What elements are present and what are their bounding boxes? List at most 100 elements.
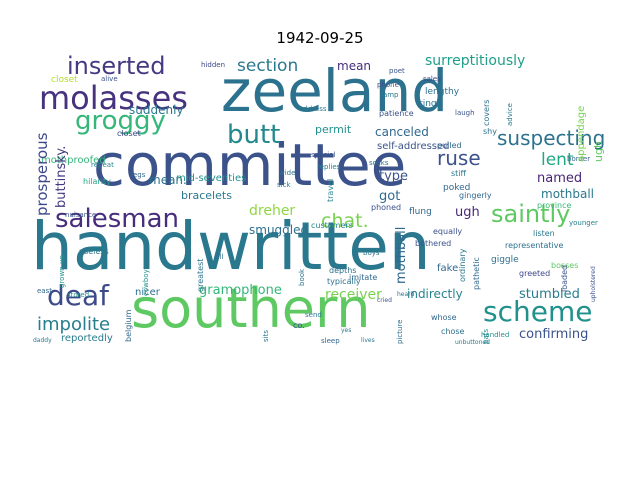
word-heard: heard [397, 291, 415, 298]
word-belgium: belgium [124, 309, 133, 342]
word-dreher: dreher [249, 203, 296, 219]
word-phoned: phoned [371, 203, 402, 212]
word-committee: committee [93, 131, 407, 199]
word-picture: picture [396, 319, 404, 344]
word-receiver: receiver [325, 287, 382, 303]
word-lengthy: lengthy [425, 87, 460, 97]
word-self-addressed: mid-seventies [176, 173, 247, 184]
word-wide: wide [279, 169, 296, 177]
word-canceled: canceled [375, 125, 429, 139]
word-indirectly: indirectly [407, 287, 463, 301]
word-shy: shy [483, 127, 497, 136]
word-replies: replies [317, 163, 341, 171]
word-mothproofed: appendage [576, 105, 587, 162]
word-ruse: ruse [437, 146, 481, 170]
word-pathetic: pathetic [472, 257, 481, 290]
word-sales: sales [423, 75, 441, 83]
word-travel: travel [326, 178, 335, 202]
word-enclosed: reportedly [61, 333, 113, 344]
word-rings: poked [443, 183, 471, 193]
word-closet: closet [117, 129, 141, 138]
word-nicer: rings [419, 99, 442, 109]
word-repeat: repeat [91, 161, 114, 169]
word-phone: phone [377, 81, 399, 89]
word-handled: handled [481, 331, 510, 339]
word-special: special [311, 151, 336, 159]
word-creative: bracelets [181, 189, 232, 202]
word-pats: poet [389, 67, 405, 75]
word-butt: butt [227, 120, 281, 150]
word-lamp: lamp [381, 91, 399, 99]
word-greatest: greatest [196, 258, 205, 292]
word-gingerly: province [537, 201, 572, 210]
word-molasses: molasses [39, 79, 188, 117]
word-advice: unbuttoned [455, 339, 490, 346]
word-ugh: ugh [455, 205, 480, 220]
word-customers: depths [329, 266, 357, 275]
word-boys: boys [363, 249, 380, 257]
word-east: east [37, 287, 52, 295]
word-covers: covers [482, 99, 491, 126]
word-zeeland: zeeland [221, 57, 449, 125]
word-yes: yes [341, 327, 352, 334]
word-type: type [379, 169, 409, 184]
word-fake: fake [437, 263, 459, 274]
word-laugh: laugh [455, 109, 475, 117]
word-smuggled: smuggled [249, 223, 309, 237]
word-buttinsky: buttinsky. [54, 145, 69, 208]
word-bosses: representative [505, 241, 564, 250]
word-section: section [237, 56, 299, 76]
word-impolite: impolite [37, 314, 111, 335]
word-patience: patience [379, 109, 414, 118]
word-scheme: scheme [483, 295, 593, 328]
word-permit: mean [337, 59, 372, 73]
word-upholstered: upholstered [590, 266, 597, 302]
word-ordinary: ordinary [458, 248, 467, 282]
word-brother: typically [327, 277, 361, 286]
word-nuisance: nuisance [65, 211, 97, 219]
word-confirming: confirming [519, 327, 589, 342]
word-appendage: ugh [592, 141, 605, 162]
word-chat: chat. [321, 210, 369, 232]
word-salesman: salesman [55, 204, 179, 234]
word-got: got [379, 189, 401, 204]
word-suspecting: suspecting [497, 126, 606, 150]
word-giggle: self-addressed [377, 141, 450, 152]
word-bracelets: suddenly [129, 103, 184, 117]
word-cloud: handwritten committee zeeland southern m… [31, 52, 609, 347]
word-loaded: loaded [560, 264, 569, 292]
word-cried: cried [377, 297, 392, 304]
word-greeted: gingerly [459, 191, 492, 200]
word-lent: lent [541, 150, 574, 170]
word-saintly: saintly [491, 200, 571, 228]
word-useless: useless [79, 247, 109, 256]
word-deaf: deaf [47, 279, 110, 312]
word-socks: socks [369, 159, 389, 167]
word-hidden: hidden [201, 61, 226, 69]
word-province: bosses [551, 261, 579, 270]
word-named: named [537, 171, 583, 186]
word-stored: stored [67, 291, 90, 299]
word-bothered: bothered [415, 239, 452, 248]
word-cowboy: cowboy [142, 269, 150, 296]
word-grown-up: grown-up [58, 254, 66, 288]
word-daddy: daddy [33, 337, 52, 344]
word-whose: whose [431, 313, 457, 322]
word-legs: legs [131, 171, 146, 179]
word-send: send [305, 311, 322, 319]
word-prosperous: prosperous [33, 132, 51, 216]
word-inserted: inserted [67, 52, 166, 80]
word-poet: pats [482, 328, 490, 344]
word-imitate: customers [311, 221, 353, 230]
word-flung: giggle [491, 255, 519, 265]
word-co: co. [293, 321, 305, 330]
word-sleep: sleep [321, 337, 340, 345]
word-stiff: stiff [451, 169, 467, 178]
word-equally: equally [433, 227, 463, 236]
word-unbuttoned: advice [506, 103, 514, 126]
word-representative: listen [533, 229, 555, 238]
word-border: border [567, 155, 591, 163]
word-groggy: groggy [75, 106, 166, 136]
word-poked: flung [409, 207, 432, 217]
word-mean: mean. [149, 173, 187, 187]
